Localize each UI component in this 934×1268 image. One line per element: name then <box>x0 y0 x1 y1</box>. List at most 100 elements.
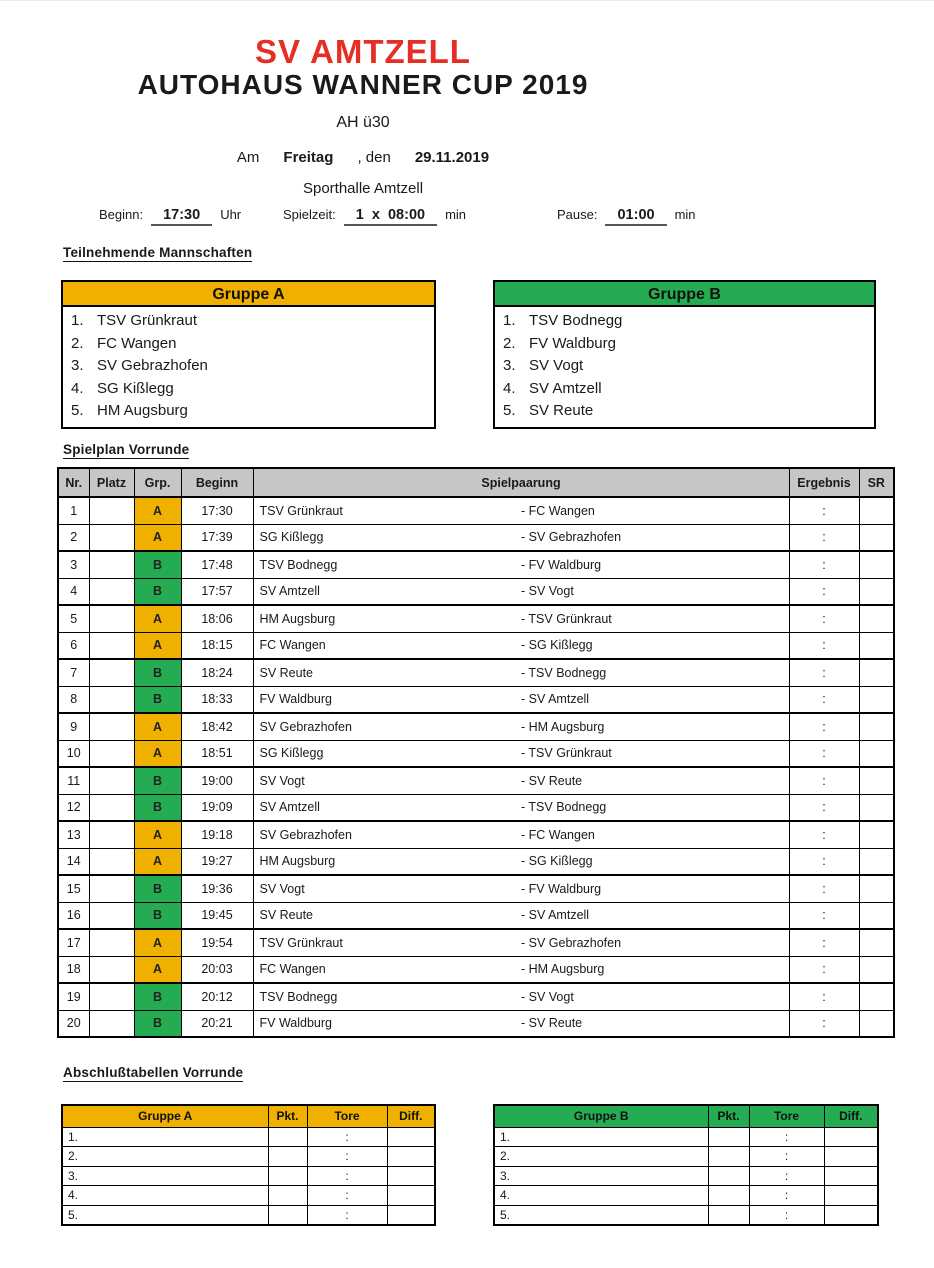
spielplan-row: 6 A 18:15 FC Wangen - SG Kißlegg: <box>57 631 895 660</box>
match-sr <box>858 901 895 930</box>
final-rank: 3. <box>61 1165 269 1186</box>
final-a-header-row: Gruppe A Pkt. Tore Diff. <box>61 1104 436 1128</box>
away-team: - FC Wangen <box>521 503 595 518</box>
match-sr <box>858 793 895 822</box>
match-platz <box>88 928 135 957</box>
away-team: - HM Augsburg <box>521 962 605 977</box>
match-sr <box>858 766 895 795</box>
match-nr: 4 <box>57 577 90 606</box>
group-a-title: Gruppe A <box>63 282 434 307</box>
team-name: HM Augsburg <box>97 402 188 420</box>
spielplan-row: 16 B 19:45 SV Reute - SV Amtzell: <box>57 901 895 930</box>
final-row: 1.: <box>493 1126 879 1147</box>
match-sr <box>858 982 895 1011</box>
spielplan-body: 1 A 17:30 TSV Grünkraut - FC Wangen:2 A 17:39 S… <box>57 496 895 1038</box>
pairing-inner: SG Kißlegg - TSV Grünkraut <box>254 746 788 760</box>
match-grp: A <box>133 604 182 633</box>
final-diff <box>386 1126 436 1147</box>
team-list-item: 1. TSV Grünkraut <box>71 310 426 333</box>
home-team: SV Vogt <box>259 881 305 896</box>
team-list-item: 4. SG Kißlegg <box>71 378 426 401</box>
match-ergebnis: : <box>788 523 860 552</box>
team-name: SV Amtzell <box>529 379 602 397</box>
spielplan-row: 14 A 19:27 HM Augsburg - SG Kißlegg: <box>57 847 895 876</box>
pause-unit: min <box>674 207 696 222</box>
away-team: - SG Kißlegg <box>521 638 593 653</box>
beginn-label: Beginn: <box>99 207 144 222</box>
match-sr <box>858 496 895 525</box>
pairing-inner: SV Reute - SV Amtzell <box>254 908 788 922</box>
match-beginn: 19:27 <box>180 847 254 876</box>
final-tore: : <box>748 1165 825 1186</box>
pairing-inner: SG Kißlegg - SV Gebrazhofen <box>254 530 788 545</box>
match-nr: 11 <box>57 766 90 795</box>
spielplan-row: 12 B 19:09 SV Amtzell - TSV Bodnegg: <box>57 793 895 822</box>
final-diff <box>823 1165 879 1186</box>
match-platz <box>88 982 135 1011</box>
match-grp: B <box>133 766 182 795</box>
home-team: HM Augsburg <box>259 611 336 626</box>
spielzeit-unit: min <box>445 207 467 222</box>
final-rank: 1. <box>61 1126 269 1147</box>
final-a-body: 1.:2.:3.:4.:5.: <box>61 1126 436 1225</box>
pairing-inner: SV Reute - TSV Bodnegg <box>254 666 788 680</box>
match-ergebnis: : <box>788 604 860 633</box>
pairing-inner: FV Waldburg - SV Amtzell <box>254 692 788 706</box>
team-name: SV Gebrazhofen <box>97 357 208 375</box>
home-team: FC Wangen <box>259 962 326 977</box>
match-nr: 12 <box>57 793 90 822</box>
match-platz <box>88 523 135 552</box>
match-ergebnis: : <box>788 631 860 660</box>
match-beginn: 17:39 <box>180 523 254 552</box>
col-grp: Grp. <box>133 467 182 498</box>
final-row: 5.: <box>493 1204 879 1225</box>
match-sr <box>858 631 895 660</box>
away-team: - SV Vogt <box>521 989 574 1004</box>
cup-title: AUTOHAUS WANNER CUP 2019 <box>137 69 589 100</box>
col-sr: SR <box>858 467 895 498</box>
match-ergebnis: : <box>788 577 860 606</box>
home-team: SV Gebrazhofen <box>259 719 352 734</box>
home-team: SV Amtzell <box>259 800 320 815</box>
match-pairing: TSV Bodnegg - SV Vogt <box>252 982 790 1011</box>
match-ergebnis: : <box>788 928 860 957</box>
match-grp: A <box>133 523 182 552</box>
match-pairing: HM Augsburg - TSV Grünkraut <box>252 604 790 633</box>
team-number: 5. <box>71 402 84 420</box>
match-sr <box>858 739 895 768</box>
group-b-box: Gruppe B 1. TSV Bodnegg 2. FV Waldburg 3. SV … <box>493 280 876 429</box>
match-ergebnis: : <box>788 685 860 714</box>
pairing-inner: SV Amtzell - SV Vogt <box>254 584 788 598</box>
match-pairing: HM Augsburg - SG Kißlegg <box>252 847 790 876</box>
pairing-inner: SV Vogt - SV Reute <box>254 774 788 788</box>
final-pkt <box>267 1165 308 1186</box>
beginn-value: 17:30 <box>151 207 213 226</box>
spielplan-row: 1 A 17:30 TSV Grünkraut - FC Wangen: <box>57 496 895 525</box>
match-beginn: 17:57 <box>180 577 254 606</box>
pairing-inner: SV Amtzell - TSV Bodnegg <box>254 800 788 815</box>
final-a-title: Gruppe A <box>61 1104 269 1128</box>
away-team: - SV Gebrazhofen <box>521 530 622 545</box>
pause-group: Pause: 01:00 min <box>557 207 696 226</box>
match-nr: 13 <box>57 820 90 849</box>
match-beginn: 19:00 <box>180 766 254 795</box>
spielplan-table-wrap: Nr. Platz Grp. Beginn Spielpaarung Ergeb… <box>57 467 895 1038</box>
pairing-inner: FC Wangen - SG Kißlegg <box>254 638 788 653</box>
team-name: SV Vogt <box>529 357 584 375</box>
match-beginn: 17:30 <box>180 496 254 525</box>
match-ergebnis: : <box>788 901 860 930</box>
match-beginn: 19:54 <box>180 928 254 957</box>
team-name: TSV Bodnegg <box>529 312 623 329</box>
spielplan-row: 18 A 20:03 FC Wangen - HM Augsburg: <box>57 955 895 984</box>
final-rank: 5. <box>493 1204 709 1225</box>
final-rank: 4. <box>493 1185 709 1206</box>
match-sr <box>858 550 895 579</box>
match-pairing: FC Wangen - HM Augsburg <box>252 955 790 984</box>
match-beginn: 19:09 <box>180 793 254 822</box>
match-platz <box>88 847 135 876</box>
final-diff <box>386 1185 436 1206</box>
away-team: - TSV Grünkraut <box>521 611 612 626</box>
match-platz <box>88 631 135 660</box>
home-team: TSV Bodnegg <box>259 557 338 572</box>
match-pairing: TSV Grünkraut - SV Gebrazhofen <box>252 928 790 957</box>
